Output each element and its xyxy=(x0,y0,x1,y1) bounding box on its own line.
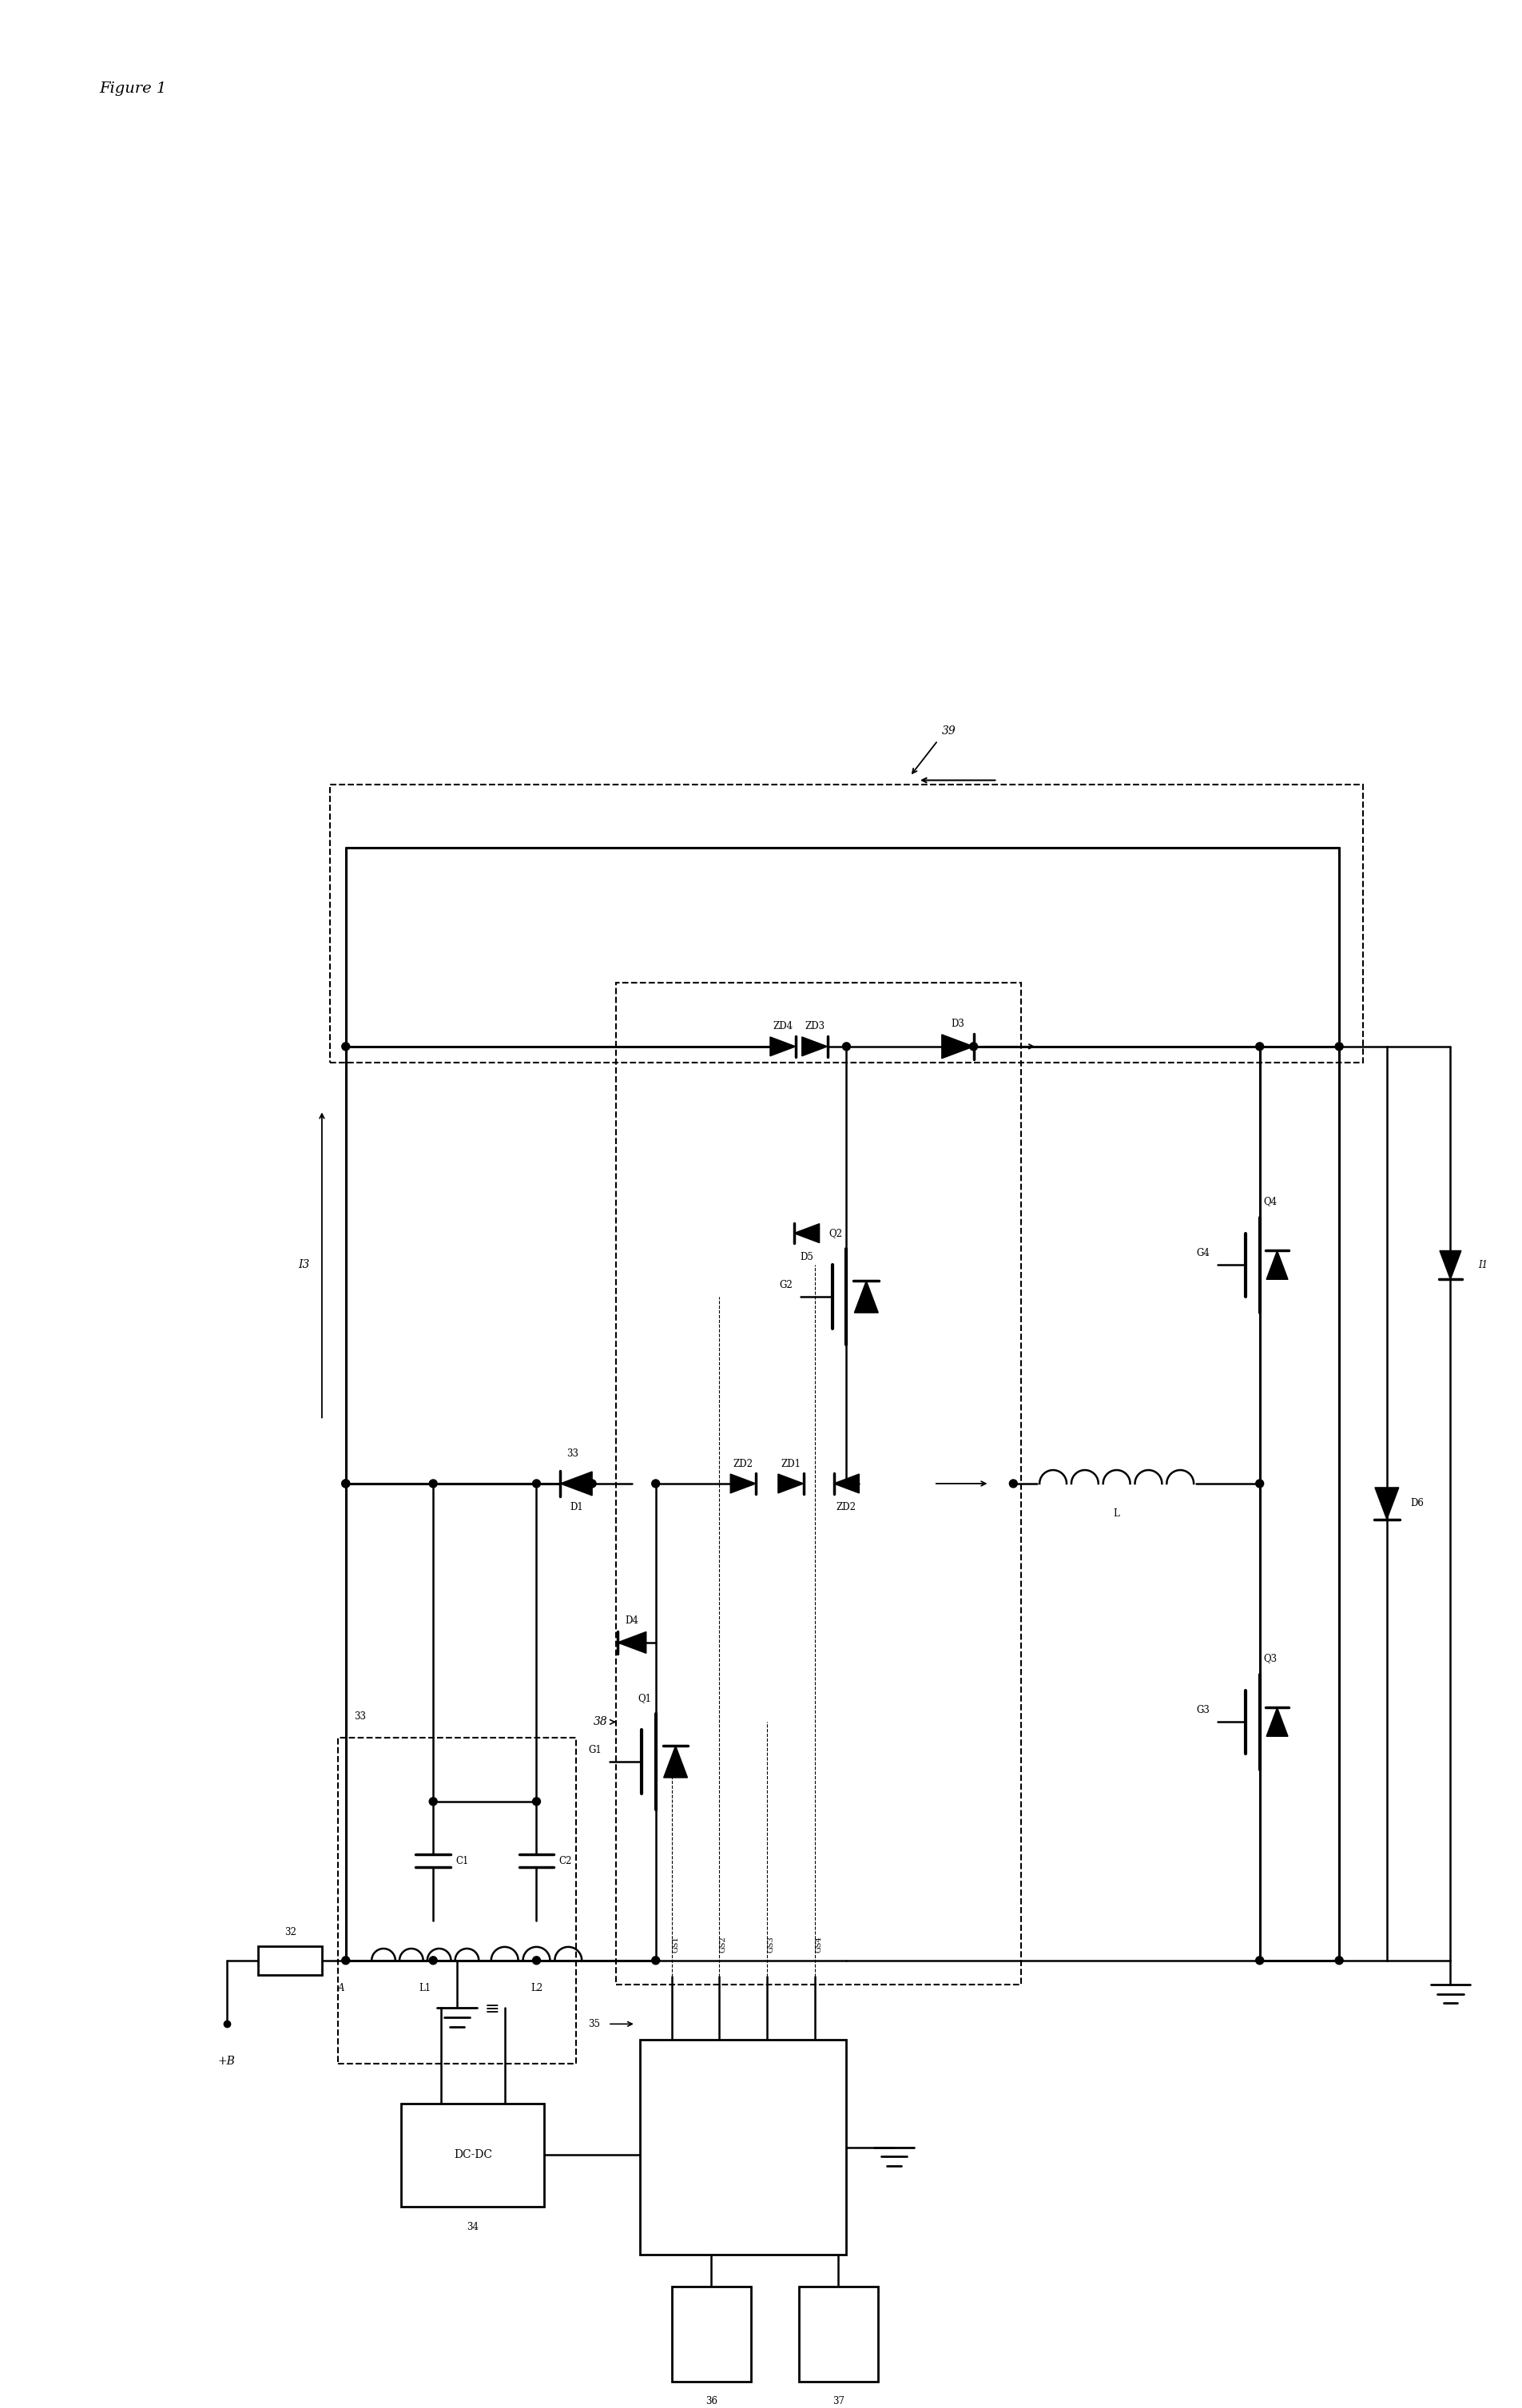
Text: G3: G3 xyxy=(1195,1705,1208,1714)
Polygon shape xyxy=(802,1038,826,1057)
Circle shape xyxy=(533,1796,540,1806)
Polygon shape xyxy=(560,1471,592,1495)
Circle shape xyxy=(533,1955,540,1965)
Text: G2: G2 xyxy=(779,1279,791,1291)
Circle shape xyxy=(842,1479,849,1488)
Bar xyxy=(615,982,1021,1984)
Text: L: L xyxy=(1113,1507,1119,1519)
Circle shape xyxy=(341,1043,350,1050)
Bar xyxy=(402,2105,545,2206)
Text: Q4: Q4 xyxy=(1263,1197,1277,1206)
Text: GS4: GS4 xyxy=(814,1936,822,1953)
Bar xyxy=(330,785,1362,1062)
Text: G1: G1 xyxy=(587,1746,601,1755)
Circle shape xyxy=(533,1479,540,1488)
Polygon shape xyxy=(1266,1250,1288,1279)
Text: D3: D3 xyxy=(950,1019,963,1031)
Circle shape xyxy=(1335,1043,1342,1050)
Text: 33: 33 xyxy=(566,1447,578,1459)
Polygon shape xyxy=(1438,1250,1461,1279)
Text: D5: D5 xyxy=(799,1252,813,1262)
Text: G4: G4 xyxy=(1195,1247,1208,1259)
Text: I3: I3 xyxy=(298,1259,310,1271)
Circle shape xyxy=(1256,1479,1263,1488)
Text: ZD1: ZD1 xyxy=(781,1459,801,1469)
Text: 32: 32 xyxy=(285,1926,295,1938)
Text: GS1: GS1 xyxy=(671,1936,679,1953)
Text: ZD2: ZD2 xyxy=(836,1503,855,1512)
Text: 36: 36 xyxy=(705,2396,717,2406)
Bar xyxy=(639,2040,846,2254)
Text: 34: 34 xyxy=(467,2223,478,2232)
Text: L1: L1 xyxy=(419,1984,431,1994)
Text: ≡: ≡ xyxy=(484,2001,499,2018)
Circle shape xyxy=(429,1796,437,1806)
Text: GS3: GS3 xyxy=(767,1936,775,1953)
Circle shape xyxy=(341,1479,350,1488)
Text: GS2: GS2 xyxy=(720,1936,726,1953)
Text: D6: D6 xyxy=(1409,1498,1423,1510)
Bar xyxy=(671,2285,750,2382)
Polygon shape xyxy=(854,1281,878,1312)
Circle shape xyxy=(341,1479,350,1488)
Text: 35: 35 xyxy=(587,2018,600,2030)
Polygon shape xyxy=(793,1223,819,1243)
Text: 38: 38 xyxy=(594,1717,607,1727)
Circle shape xyxy=(341,1955,350,1965)
Polygon shape xyxy=(1266,1707,1288,1736)
Text: L2: L2 xyxy=(530,1984,542,1994)
Polygon shape xyxy=(1374,1488,1399,1519)
Text: D1: D1 xyxy=(569,1503,583,1512)
Text: ZD2: ZD2 xyxy=(732,1459,753,1469)
Text: ZD4: ZD4 xyxy=(773,1021,793,1031)
Polygon shape xyxy=(770,1038,794,1057)
Polygon shape xyxy=(664,1746,686,1777)
Bar xyxy=(799,2285,878,2382)
Text: Figure 1: Figure 1 xyxy=(99,82,166,96)
Text: Q3: Q3 xyxy=(1263,1654,1277,1664)
Text: +B: +B xyxy=(218,2056,236,2066)
Circle shape xyxy=(1256,1043,1263,1050)
Text: D4: D4 xyxy=(626,1616,638,1625)
Circle shape xyxy=(1256,1955,1263,1965)
Circle shape xyxy=(1009,1479,1017,1488)
Text: A: A xyxy=(338,1982,344,1994)
Text: 37: 37 xyxy=(833,2396,845,2406)
Text: 39: 39 xyxy=(941,725,956,737)
Bar xyxy=(338,1739,575,2064)
Text: ZD3: ZD3 xyxy=(804,1021,825,1031)
Polygon shape xyxy=(778,1474,804,1493)
Polygon shape xyxy=(833,1474,858,1493)
Text: C2: C2 xyxy=(559,1857,572,1866)
Circle shape xyxy=(587,1479,595,1488)
Circle shape xyxy=(970,1043,977,1050)
Text: Q1: Q1 xyxy=(638,1693,651,1702)
Circle shape xyxy=(1335,1955,1342,1965)
Bar xyxy=(259,1946,321,1975)
Circle shape xyxy=(429,1479,437,1488)
Polygon shape xyxy=(941,1035,973,1060)
Text: C1: C1 xyxy=(455,1857,469,1866)
Text: DC-DC: DC-DC xyxy=(454,2150,492,2160)
Circle shape xyxy=(651,1955,659,1965)
Text: I1: I1 xyxy=(1478,1259,1487,1271)
Text: 33: 33 xyxy=(353,1712,365,1722)
Circle shape xyxy=(651,1479,659,1488)
Polygon shape xyxy=(731,1474,755,1493)
Circle shape xyxy=(429,1955,437,1965)
Circle shape xyxy=(842,1043,849,1050)
Polygon shape xyxy=(618,1633,645,1654)
Text: Q2: Q2 xyxy=(828,1228,842,1238)
